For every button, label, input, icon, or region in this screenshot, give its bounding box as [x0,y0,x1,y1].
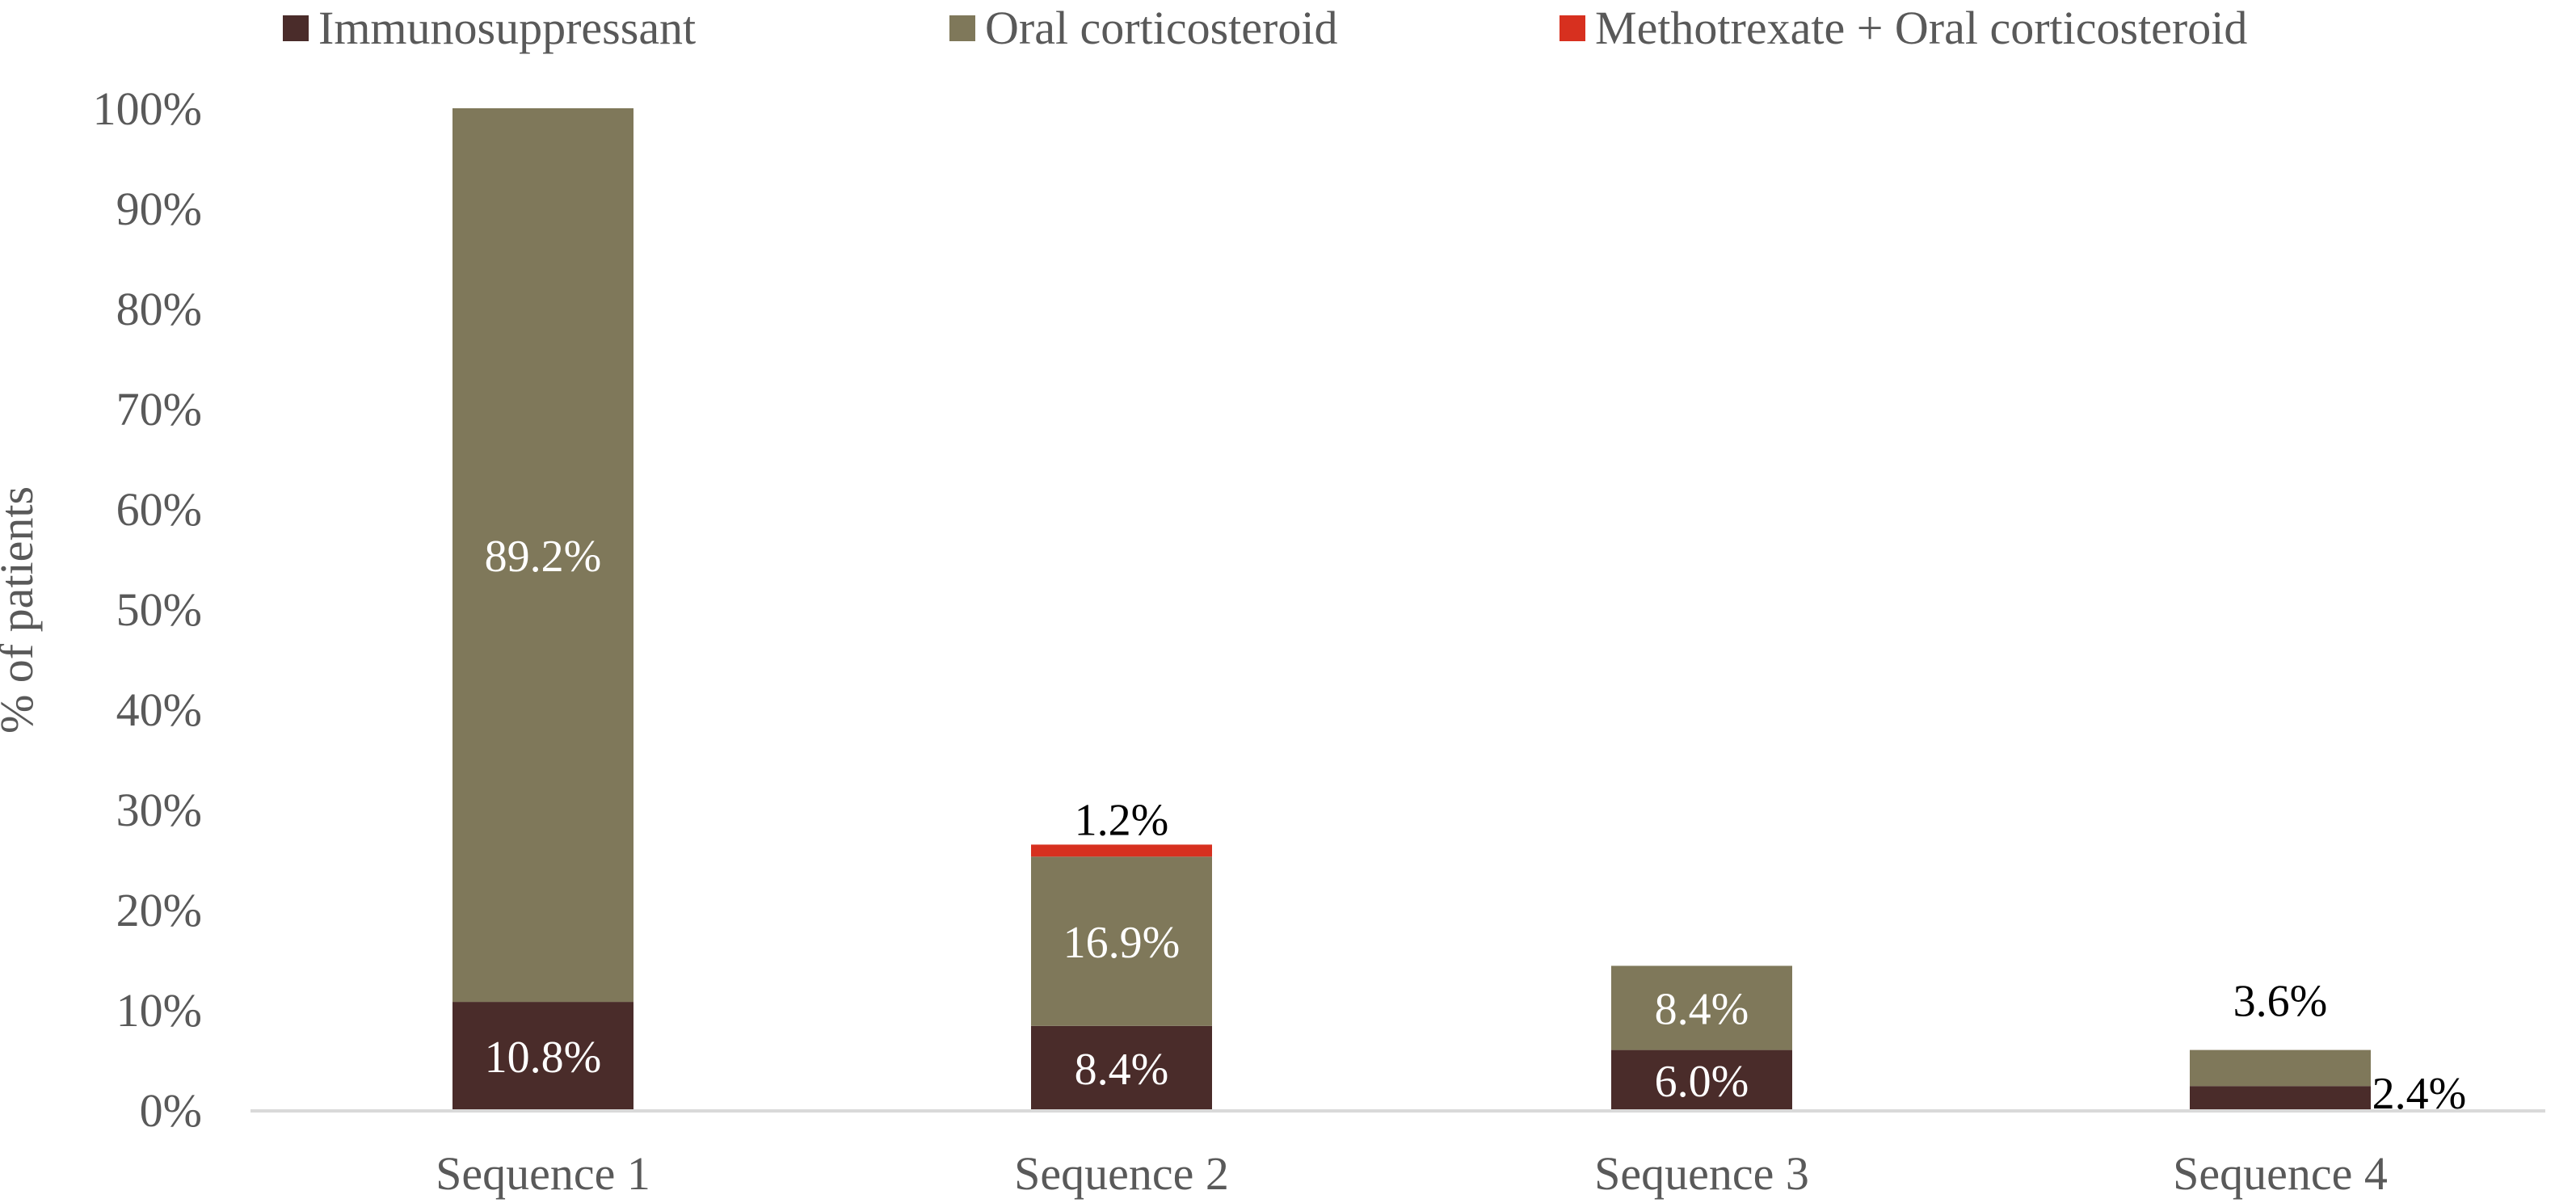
legend: Immunosuppressant Oral corticosteroid Meth… [283,2,2247,54]
y-axis: 0% 10% 20% 30% 40% 50% 60% 70% 80% 90% 100% [93,82,202,1137]
bar-segment [452,108,633,1003]
y-tick-label: 100% [93,82,202,135]
data-label: 1.2% [1075,795,1169,845]
y-tick-label: 70% [116,383,202,435]
bar-segment [1031,1025,1212,1110]
bar-segment [1611,965,1792,1050]
legend-label: Methotrexate + Oral corticosteroid [1595,2,2247,54]
legend-label: Immunosuppressant [318,2,696,54]
y-tick-label: 10% [116,984,202,1037]
y-axis-title: % of patients [0,486,43,734]
data-label: 10.8% [485,1033,602,1083]
y-tick-label: 80% [116,283,202,335]
y-tick-label: 30% [116,784,202,836]
data-label: 3.6% [2233,977,2328,1027]
data-label: 2.4% [2372,1069,2467,1119]
y-tick-label: 0% [140,1084,202,1137]
legend-swatch [1559,15,1585,41]
legend-swatch [949,15,975,41]
data-label: 8.4% [1075,1045,1169,1095]
data-label: 16.9% [1063,918,1181,968]
x-axis: Sequence 1 Sequence 2 Sequence 3 Sequence 4 [436,1147,2388,1200]
x-tick-label: Sequence 3 [1594,1147,1809,1200]
y-tick-label: 50% [116,583,202,636]
data-label: 89.2% [485,532,602,582]
y-tick-label: 60% [116,483,202,536]
data-labels: 10.8% 89.2% 8.4% 16.9% 1.2% 6.0% 8.4% 2.4% 3.6% [485,532,2467,1119]
y-tick-label: 40% [116,684,202,736]
bar-segment [2190,1086,2371,1110]
y-tick-label: 20% [116,884,202,936]
bar-segment [1031,856,1212,1026]
y-tick-label: 90% [116,183,202,235]
bar-segment [2190,1049,2371,1087]
bar-segment [1611,1049,1792,1110]
data-label: 6.0% [1655,1057,1749,1107]
x-tick-label: Sequence 2 [1014,1147,1229,1200]
x-tick-label: Sequence 1 [436,1147,650,1200]
data-label: 8.4% [1655,985,1749,1035]
legend-label: Oral corticosteroid [985,2,1337,54]
bar-segment [452,1002,633,1110]
x-tick-label: Sequence 4 [2173,1147,2388,1200]
bars [452,108,2371,1110]
legend-swatch [283,15,309,41]
bar-segment [1031,844,1212,857]
